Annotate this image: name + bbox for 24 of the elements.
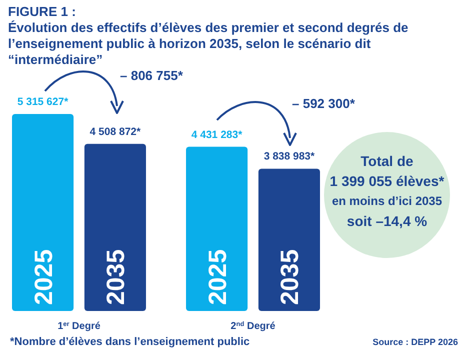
series-label: 2035	[102, 249, 130, 305]
text: – 592 300*	[292, 96, 356, 111]
chart-subtitle: Évolution des effectifs d’élèves des premier et second degrés de l’enseignement public à horizon 2035, selon le scénario dit “intermédiaire”	[8, 20, 408, 67]
bar	[84, 144, 146, 311]
text: Total de	[360, 153, 414, 169]
annotation: 1 399 055 élèves*	[330, 173, 445, 189]
series-label: 2025	[30, 249, 58, 305]
data-label: 4 431 283*	[191, 128, 244, 141]
x-tick-label: 1$^{er}$ Degré	[58, 320, 101, 332]
data-label: 3 838 983*	[264, 150, 316, 163]
bar	[258, 168, 320, 311]
annotation: en moins d’ici 2035	[332, 194, 442, 208]
text: – 806 755*	[120, 68, 184, 83]
text: soit –14,4 %	[346, 213, 428, 229]
text: 2025	[204, 249, 232, 305]
bar	[12, 114, 74, 311]
data-label: 4 508 872*	[90, 126, 142, 138]
x-tick-label: 2$^{nd}$ Degré	[230, 320, 276, 332]
source-note: Source : DEPP 2026	[372, 337, 458, 347]
text: 2035	[276, 249, 304, 305]
data-label: 5 315 627*	[17, 96, 70, 108]
bar	[186, 146, 248, 311]
text: *Nombre d’élèves dans l’enseignement public	[10, 336, 250, 348]
chart-title: FIGURE 1 :	[8, 4, 76, 19]
